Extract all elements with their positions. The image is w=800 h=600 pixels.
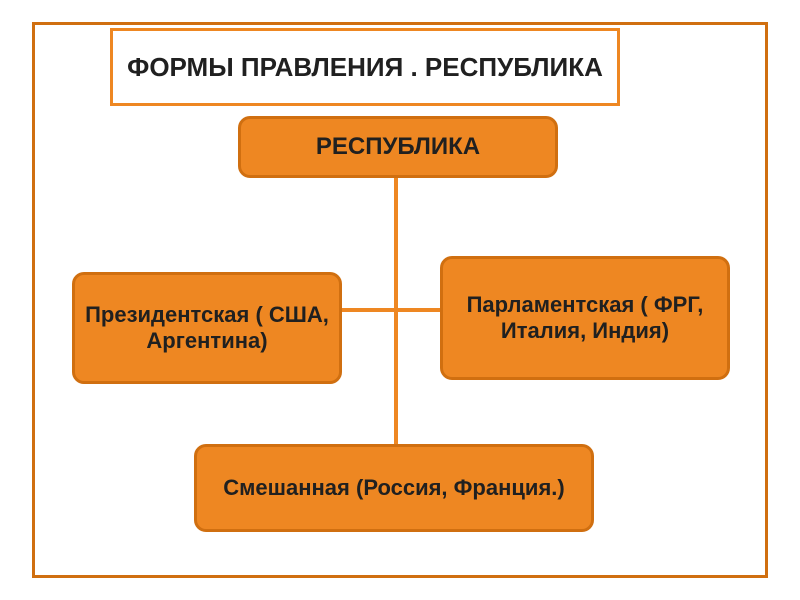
node-bottom-text: Смешанная (Россия, Франция.) — [223, 475, 564, 501]
node-bottom: Смешанная (Россия, Франция.) — [194, 444, 594, 532]
node-root: РЕСПУБЛИКА — [238, 116, 558, 178]
node-right: Парламентская ( ФРГ, Италия, Индия) — [440, 256, 730, 380]
node-right-text: Парламентская ( ФРГ, Италия, Индия) — [451, 292, 719, 344]
node-left: Президентская ( США, Аргентина) — [72, 272, 342, 384]
title-text: ФОРМЫ ПРАВЛЕНИЯ . РЕСПУБЛИКА — [127, 52, 603, 83]
connector-horizontal — [342, 308, 440, 312]
title-box: ФОРМЫ ПРАВЛЕНИЯ . РЕСПУБЛИКА — [110, 28, 620, 106]
node-left-text: Президентская ( США, Аргентина) — [83, 302, 331, 354]
node-root-text: РЕСПУБЛИКА — [316, 133, 480, 161]
